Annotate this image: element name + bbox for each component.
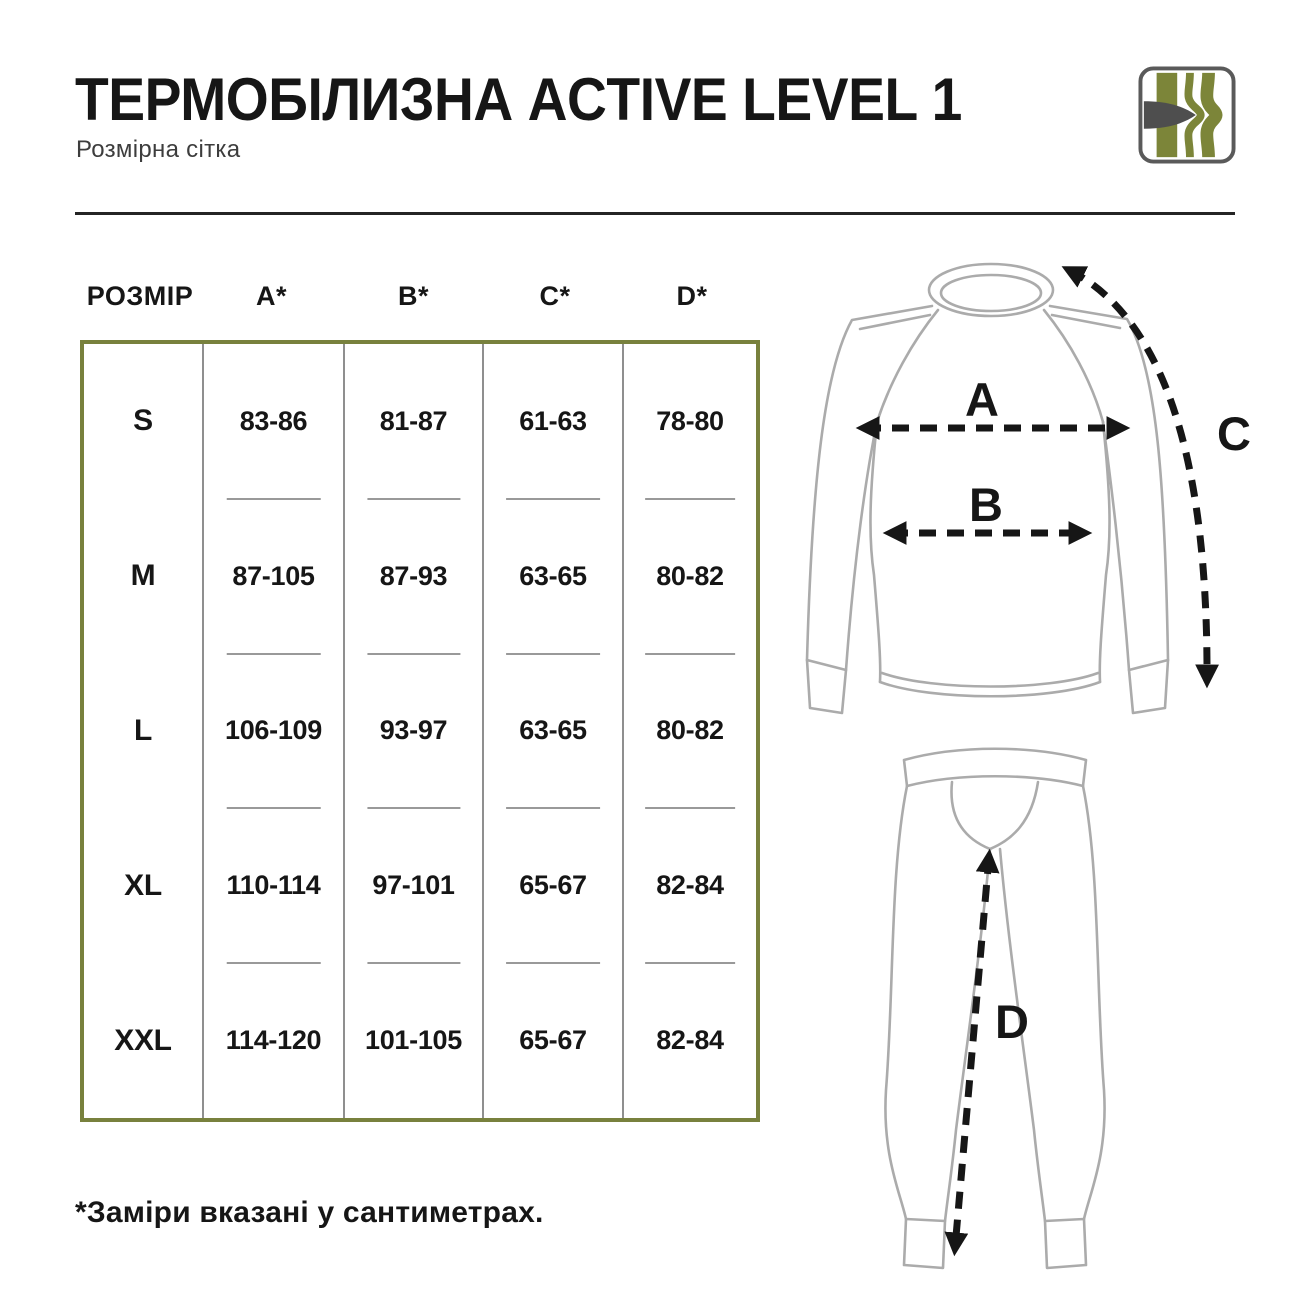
table-row-m: M 87-105 87-93 63-65 80-82: [84, 498, 756, 654]
column-header-d: D*: [676, 280, 708, 311]
value-cell-d: 80-82: [622, 653, 756, 809]
column-header-size: РОЗМІР: [86, 280, 194, 311]
measure-label-a: A: [965, 373, 999, 426]
measure-label-d: D: [995, 995, 1029, 1048]
page-subtitle: Розмірна сітка: [76, 136, 241, 163]
value-cell-b: 93-97: [343, 653, 482, 809]
measure-arrow-c: [1061, 266, 1219, 689]
size-cell: M: [130, 559, 156, 593]
table-row-xxl: XXL 114-120 101-105 65-67 82-84: [84, 963, 756, 1118]
value-cell-b: 97-101: [343, 808, 482, 964]
size-cell: L: [133, 713, 153, 747]
value-cell-a: 114-120: [202, 963, 343, 1118]
column-header-a: A*: [255, 280, 287, 311]
table-row-l: L 106-109 93-97 63-65 80-82: [84, 653, 756, 809]
size-table: S 83-86 81-87 61-63 78-80 M 87-105 87-93…: [80, 340, 760, 1122]
size-cell: XXL: [114, 1023, 172, 1057]
value-cell-b: 87-93: [343, 498, 482, 654]
value-cell-d: 82-84: [622, 808, 756, 964]
value-cell-a: 87-105: [202, 498, 343, 654]
page-title: ТЕРМОБІЛИЗНА ACTIVE LEVEL 1: [75, 66, 962, 133]
value-cell-c: 65-67: [482, 808, 622, 964]
pants-outline: [884, 747, 1106, 1270]
value-cell-d: 82-84: [622, 963, 756, 1118]
value-cell-a: 83-86: [202, 344, 343, 499]
brand-logo-icon: [1138, 66, 1236, 164]
value-cell-c: 63-65: [482, 653, 622, 809]
column-header-b: B*: [397, 280, 429, 311]
logo-arrow-icon: [1143, 101, 1196, 129]
pants-diagram: D: [884, 747, 1106, 1270]
size-table-header: РОЗМІР A* B* C* D*: [80, 276, 758, 316]
shirt-measure-arrows: [855, 266, 1219, 689]
value-cell-b: 101-105: [343, 963, 482, 1118]
value-cell-c: 61-63: [482, 344, 622, 499]
column-header-c: C*: [539, 280, 571, 311]
pants-measure-arrows: [944, 848, 1000, 1257]
table-row-xl: XL 110-114 97-101 65-67 82-84: [84, 808, 756, 964]
value-cell-d: 78-80: [622, 344, 756, 499]
measure-label-b: B: [969, 478, 1003, 531]
value-cell-c: 65-67: [482, 963, 622, 1118]
measure-arrow-d: [944, 848, 1000, 1257]
size-cell: XL: [124, 868, 162, 902]
table-row-s: S 83-86 81-87 61-63 78-80: [84, 344, 756, 499]
value-cell-b: 81-87: [343, 344, 482, 499]
value-cell-a: 106-109: [202, 653, 343, 809]
size-cell: S: [133, 404, 153, 438]
shirt-diagram: A B C: [805, 262, 1251, 715]
units-footnote: *Заміри вказані у сантиметрах.: [75, 1196, 544, 1229]
measure-label-c: C: [1217, 407, 1251, 460]
value-cell-a: 110-114: [202, 808, 343, 964]
value-cell-c: 63-65: [482, 498, 622, 654]
header-divider: [75, 212, 1235, 215]
value-cell-d: 80-82: [622, 498, 756, 654]
